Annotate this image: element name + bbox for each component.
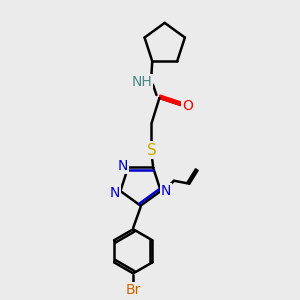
Text: Br: Br [125, 284, 141, 298]
Text: N: N [118, 159, 128, 173]
Text: N: N [161, 184, 171, 198]
Text: NH: NH [131, 75, 152, 89]
Text: O: O [182, 99, 193, 113]
Text: N: N [110, 185, 120, 200]
Text: S: S [147, 142, 156, 158]
